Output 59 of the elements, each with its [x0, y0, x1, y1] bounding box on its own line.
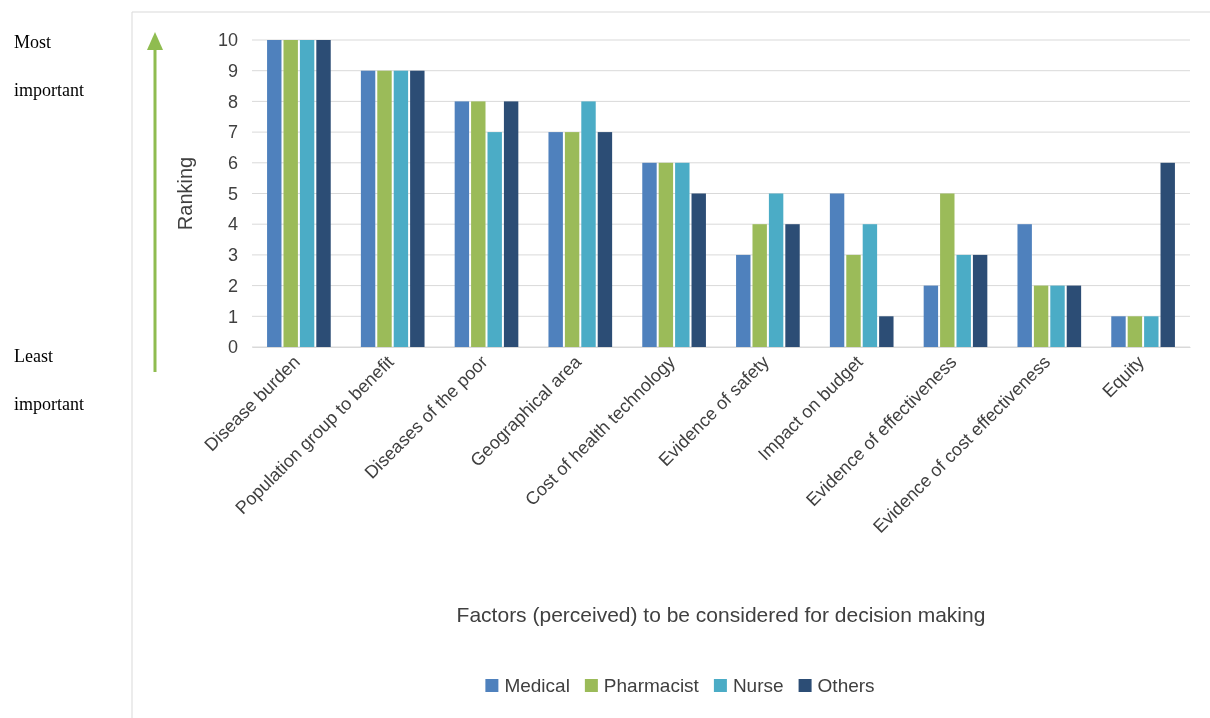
bar [564, 132, 580, 347]
bar [1127, 316, 1143, 347]
legend-label: Nurse [732, 675, 784, 696]
bar [454, 101, 470, 347]
bar [410, 70, 425, 347]
x-axis-title: Factors (perceived) to be considered for decision making [456, 603, 986, 626]
bar [829, 193, 845, 347]
legend-label: Others [817, 675, 875, 696]
legend-label: Pharmacist [603, 675, 700, 696]
bar [377, 70, 392, 347]
bar [785, 224, 800, 347]
bar [736, 254, 751, 347]
y-tick-label: 9 [227, 60, 238, 81]
bar [393, 70, 409, 347]
bar [923, 285, 939, 347]
y-tick-label: 4 [227, 214, 238, 235]
bar [267, 40, 282, 347]
bar [1111, 316, 1126, 347]
y-tick-label: 2 [227, 275, 238, 296]
bar [642, 162, 657, 347]
bar [752, 224, 767, 347]
bar [940, 193, 955, 347]
bar [360, 70, 376, 347]
bar [879, 316, 894, 347]
y-tick-label: 8 [227, 91, 238, 112]
y-tick-label: 10 [217, 30, 238, 51]
bar [1050, 285, 1065, 347]
bar [1033, 285, 1049, 347]
legend-label: Medical [504, 675, 570, 696]
bar [548, 132, 563, 347]
bar [283, 40, 298, 347]
y-axis-title: Ranking [174, 156, 196, 231]
bar [862, 224, 878, 347]
bar [597, 132, 613, 347]
y-tick-label: 7 [227, 122, 238, 143]
bar [581, 101, 596, 347]
text: Most important [14, 32, 84, 100]
y-tick-label: 5 [227, 183, 238, 204]
bar [316, 40, 331, 347]
text: Least important [14, 346, 84, 414]
y-tick-label: 1 [227, 306, 238, 327]
bar [1144, 316, 1159, 347]
bar [503, 101, 519, 347]
bar [972, 254, 988, 347]
bar [1066, 285, 1082, 347]
bar [1017, 224, 1032, 347]
bar [1160, 162, 1175, 347]
y-tick-label: 3 [227, 245, 238, 266]
bar [299, 40, 315, 347]
bar [956, 254, 971, 347]
bar [691, 193, 706, 347]
y-tick-label: 6 [227, 153, 238, 174]
y-tick-label: 0 [227, 337, 238, 358]
bar [658, 162, 674, 347]
bar [846, 254, 861, 347]
bar [768, 193, 784, 347]
bar [471, 101, 486, 347]
bar [675, 162, 690, 347]
bar [487, 132, 502, 347]
